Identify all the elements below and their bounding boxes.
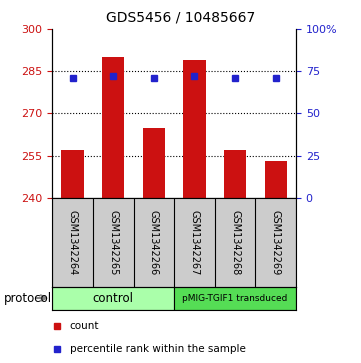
Text: GSM1342266: GSM1342266 (149, 210, 159, 275)
Text: GSM1342264: GSM1342264 (68, 210, 78, 275)
Text: GSM1342265: GSM1342265 (108, 209, 118, 275)
Bar (102, 57, 125, 198)
Bar (174, 287, 296, 310)
Text: percentile rank within the sample: percentile rank within the sample (70, 344, 245, 354)
Text: GSM1342269: GSM1342269 (271, 210, 281, 275)
Text: protocol: protocol (4, 292, 52, 305)
Text: GSM1342267: GSM1342267 (190, 209, 200, 275)
Bar (224, 150, 246, 198)
Text: pMIG-TGIF1 transduced: pMIG-TGIF1 transduced (182, 294, 288, 303)
Text: control: control (93, 292, 134, 305)
Text: GSM1342268: GSM1342268 (230, 210, 240, 275)
Text: GDS5456 / 10485667: GDS5456 / 10485667 (106, 10, 255, 24)
Bar (183, 60, 206, 198)
Text: count: count (70, 321, 99, 331)
Bar (52, 287, 174, 310)
Bar (143, 127, 165, 198)
Bar (61, 150, 84, 198)
Bar (265, 161, 287, 198)
